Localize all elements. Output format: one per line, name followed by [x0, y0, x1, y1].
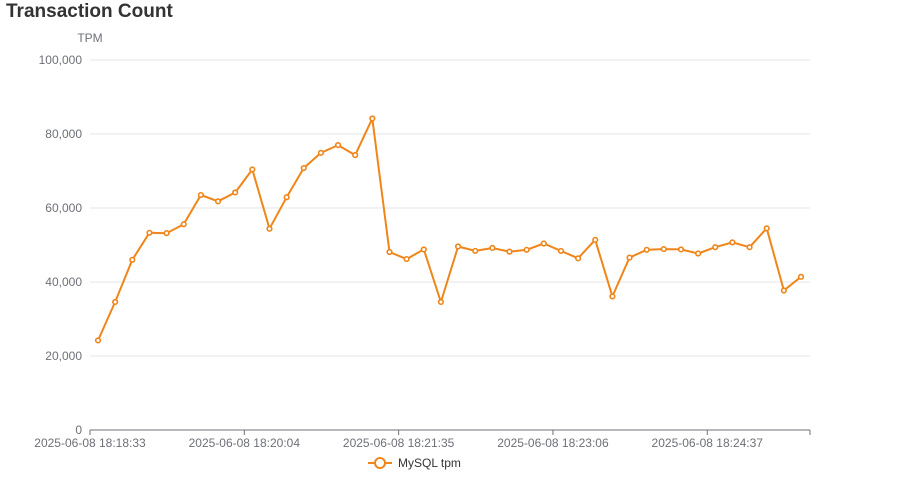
- data-point[interactable]: [369, 115, 376, 122]
- data-point[interactable]: [94, 337, 102, 344]
- data-point[interactable]: [232, 189, 239, 196]
- chart-title: Transaction Count: [6, 1, 173, 22]
- y-axis-label: TPM: [77, 31, 102, 45]
- data-point[interactable]: [695, 250, 702, 257]
- data-point[interactable]: [163, 230, 170, 237]
- x-tick-label: 2025-06-08 18:20:04: [189, 436, 301, 450]
- data-point[interactable]: [386, 248, 393, 256]
- data-point[interactable]: [592, 236, 599, 243]
- data-point[interactable]: [729, 239, 736, 246]
- y-tick-label: 60,000: [45, 201, 82, 215]
- data-point[interactable]: [797, 273, 805, 280]
- data-point[interactable]: [746, 244, 753, 251]
- data-point[interactable]: [283, 194, 290, 201]
- data-point[interactable]: [506, 248, 513, 255]
- series-layer: [94, 115, 805, 344]
- data-point[interactable]: [677, 246, 685, 253]
- data-point[interactable]: [180, 221, 187, 228]
- data-point[interactable]: [146, 229, 153, 236]
- y-tick-label: 100,000: [39, 53, 83, 67]
- data-point[interactable]: [780, 287, 787, 294]
- y-tick-label: 40,000: [45, 275, 82, 289]
- x-axis: 2025-06-08 18:18:33 2025-06-08 18:20:04 20…: [34, 429, 811, 450]
- data-point[interactable]: [574, 255, 582, 262]
- data-point[interactable]: [129, 256, 136, 263]
- data-point[interactable]: [214, 198, 222, 205]
- data-point[interactable]: [300, 164, 307, 172]
- data-point[interactable]: [523, 246, 530, 253]
- y-tick-label: 80,000: [45, 127, 82, 141]
- legend-marker-icon: [374, 457, 386, 469]
- data-point[interactable]: [266, 225, 273, 232]
- data-point[interactable]: [557, 247, 565, 255]
- data-point[interactable]: [454, 243, 462, 250]
- data-point[interactable]: [626, 254, 633, 261]
- x-tick-label: 2025-06-08 18:24:37: [652, 436, 764, 450]
- x-tick-label: 2025-06-08 18:21:35: [343, 436, 455, 450]
- data-point[interactable]: [660, 245, 667, 253]
- x-tick-label: 2025-06-08 18:23:06: [497, 436, 609, 450]
- data-point[interactable]: [763, 225, 770, 232]
- data-point[interactable]: [352, 151, 359, 159]
- legend[interactable]: MySQL tpm: [368, 456, 461, 470]
- data-point[interactable]: [420, 246, 427, 253]
- y-axis: 0 20,000 40,000 60,000 80,000 100,000 TPM: [39, 31, 103, 437]
- series-line-mysql-tpm: [97, 117, 802, 342]
- data-point[interactable]: [712, 244, 719, 251]
- data-point[interactable]: [403, 255, 410, 263]
- data-point[interactable]: [489, 244, 496, 252]
- data-point[interactable]: [197, 191, 204, 199]
- data-point[interactable]: [540, 240, 547, 247]
- y-tick-label: 20,000: [45, 349, 82, 363]
- legend-label[interactable]: MySQL tpm: [398, 456, 461, 470]
- data-point[interactable]: [609, 293, 616, 300]
- x-tick-label: 2025-06-08 18:18:33: [34, 436, 146, 450]
- data-point[interactable]: [249, 166, 256, 173]
- data-point[interactable]: [112, 298, 119, 306]
- data-point[interactable]: [437, 298, 445, 306]
- data-point[interactable]: [472, 247, 479, 255]
- y-tick-label: 0: [75, 423, 82, 437]
- data-point[interactable]: [643, 246, 650, 253]
- grid-lines: [90, 59, 810, 357]
- data-point[interactable]: [317, 149, 325, 156]
- data-point[interactable]: [334, 142, 342, 149]
